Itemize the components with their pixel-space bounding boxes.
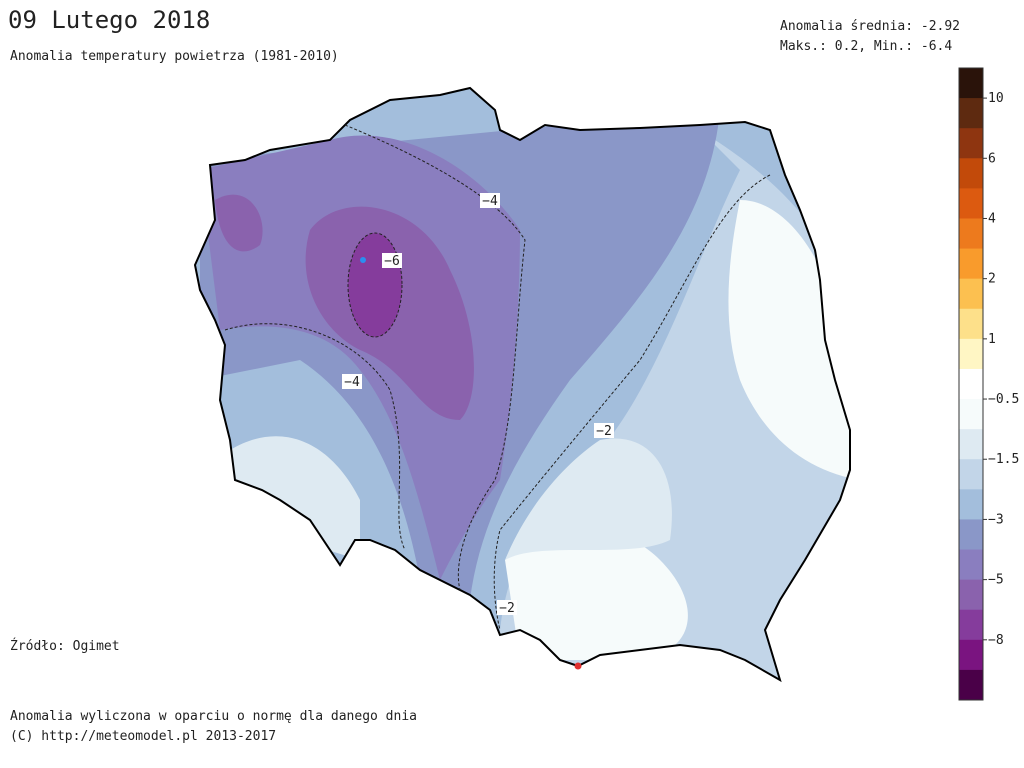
colorbar-segment — [959, 218, 983, 250]
colorbar-label: −5 — [988, 573, 1004, 588]
colorbar-segment — [959, 489, 983, 520]
title: 09 Lutego 2018 — [8, 6, 210, 34]
copyright: (C) http://meteomodel.pl 2013-2017 — [10, 729, 276, 744]
colorbar-segment — [959, 519, 983, 551]
colorbar-label: −3 — [988, 512, 1004, 527]
contour-label-box — [382, 253, 402, 268]
colorbar-segment — [959, 278, 983, 310]
contour-label-box — [342, 374, 362, 389]
colorbar-label: 1 — [988, 332, 996, 347]
source: Źródło: Ogimet — [10, 638, 120, 654]
contour-label: −2 — [499, 601, 515, 616]
colorbar-segment — [959, 609, 983, 641]
border — [193, 86, 851, 683]
colorbar-segment — [959, 68, 983, 99]
colorbar-segment — [959, 308, 983, 340]
max-station — [574, 662, 582, 670]
contour-label: −4 — [482, 194, 498, 209]
colorbar-segment — [959, 399, 983, 430]
colorbar-frame — [958, 67, 984, 701]
colorbar-label: 6 — [988, 151, 996, 166]
colorbar-label: −8 — [988, 633, 1004, 648]
colorbar-segment — [959, 158, 983, 189]
min-station — [360, 257, 366, 263]
colorbar-segment — [959, 128, 983, 159]
colorbar-segment — [959, 338, 983, 370]
contour-label: −2 — [596, 424, 612, 439]
colorbar-segment — [959, 639, 983, 671]
footer-note: Anomalia wyliczona w oparciu o normę dla… — [10, 709, 417, 724]
colorbar-segment — [959, 549, 983, 581]
contour-label-box — [497, 600, 517, 615]
colorbar-segment — [959, 579, 983, 611]
colorbar-segment — [959, 669, 983, 701]
mean-anomaly: Anomalia średnia: -2.92 — [780, 19, 960, 34]
subtitle: Anomalia temperatury powietrza (1981-201… — [10, 49, 339, 64]
contour-label: −4 — [344, 375, 360, 390]
contour-label-box — [594, 423, 614, 438]
colorbar-label: 4 — [988, 211, 996, 226]
colorbar-label: 10 — [988, 91, 1004, 106]
colorbar-segment — [959, 459, 983, 490]
colorbar-segment — [959, 248, 983, 280]
colorbar-segment — [959, 429, 983, 460]
contours — [224, 124, 771, 631]
contour-label-box — [480, 193, 500, 208]
colorbar-segment — [959, 368, 983, 400]
max-min: Maks.: 0.2, Min.: -6.4 — [780, 39, 952, 54]
colorbar-segment — [959, 98, 983, 129]
colorbar-label: −1.5 — [988, 452, 1019, 467]
colorbar-segment — [959, 188, 983, 219]
colorbar-label: −0.5 — [988, 392, 1019, 407]
contour-label: −6 — [384, 254, 400, 269]
colorbar-label: 2 — [988, 272, 996, 287]
